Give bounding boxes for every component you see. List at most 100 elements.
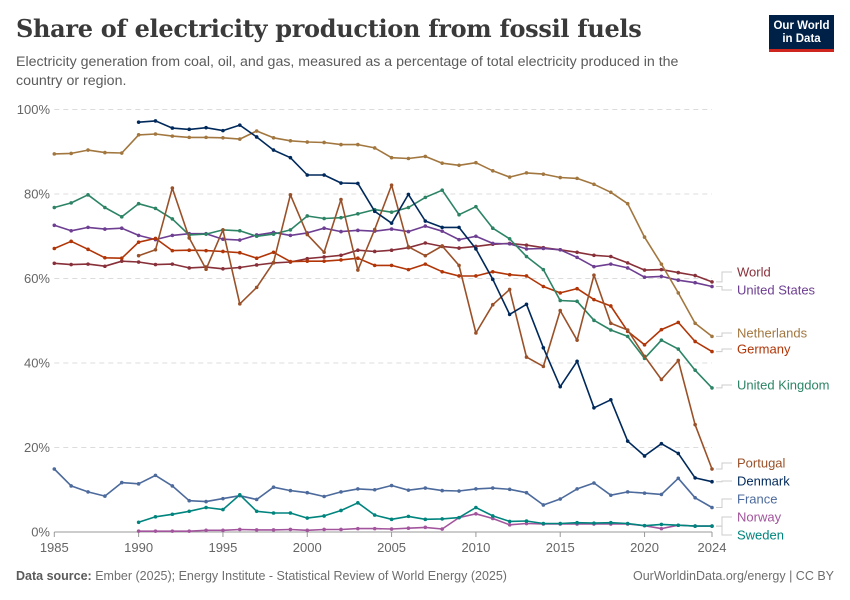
- data-point[interactable]: [86, 262, 90, 266]
- data-point[interactable]: [676, 291, 681, 295]
- data-point[interactable]: [474, 487, 478, 491]
- data-point[interactable]: [170, 126, 175, 130]
- data-point[interactable]: [457, 212, 461, 217]
- data-point[interactable]: [322, 173, 326, 177]
- data-point[interactable]: [339, 142, 343, 147]
- data-point[interactable]: [221, 496, 225, 501]
- series-label-netherlands[interactable]: Netherlands: [737, 326, 808, 341]
- data-point[interactable]: [710, 334, 714, 339]
- data-point[interactable]: [69, 239, 73, 244]
- data-point[interactable]: [52, 223, 57, 228]
- data-point[interactable]: [474, 160, 478, 165]
- data-point[interactable]: [221, 237, 225, 242]
- data-point[interactable]: [609, 190, 613, 195]
- series-sweden[interactable]: [136, 493, 714, 528]
- data-point[interactable]: [288, 511, 293, 515]
- data-point[interactable]: [490, 302, 495, 307]
- data-point[interactable]: [406, 156, 411, 161]
- data-point[interactable]: [693, 321, 697, 326]
- data-point[interactable]: [592, 481, 596, 485]
- data-point[interactable]: [693, 476, 697, 480]
- data-point[interactable]: [339, 508, 343, 513]
- data-point[interactable]: [254, 135, 259, 139]
- data-point[interactable]: [625, 490, 630, 494]
- data-point[interactable]: [372, 209, 377, 214]
- data-point[interactable]: [356, 181, 360, 186]
- data-point[interactable]: [322, 259, 326, 263]
- data-point[interactable]: [221, 128, 225, 133]
- data-point[interactable]: [642, 491, 647, 495]
- data-point[interactable]: [254, 263, 259, 267]
- data-point[interactable]: [322, 140, 326, 145]
- data-point[interactable]: [271, 136, 276, 140]
- series-label-united-kingdom[interactable]: United Kingdom: [737, 378, 830, 393]
- data-point[interactable]: [575, 359, 579, 364]
- data-point[interactable]: [288, 259, 293, 264]
- data-point[interactable]: [474, 247, 478, 251]
- series-label-france[interactable]: France: [737, 492, 777, 507]
- data-point[interactable]: [507, 287, 512, 292]
- data-point[interactable]: [170, 248, 175, 253]
- data-point[interactable]: [609, 262, 613, 266]
- data-point[interactable]: [558, 521, 563, 526]
- data-point[interactable]: [254, 256, 259, 261]
- data-point[interactable]: [52, 261, 57, 266]
- data-point[interactable]: [372, 227, 377, 232]
- data-point[interactable]: [524, 521, 529, 526]
- data-point[interactable]: [457, 274, 461, 278]
- data-point[interactable]: [136, 120, 141, 124]
- data-point[interactable]: [676, 476, 681, 481]
- series-united-states[interactable]: [52, 223, 714, 289]
- data-point[interactable]: [238, 493, 242, 497]
- series-label-sweden[interactable]: Sweden: [737, 528, 784, 543]
- data-point[interactable]: [609, 493, 613, 498]
- data-point[interactable]: [524, 171, 529, 175]
- data-point[interactable]: [423, 253, 428, 258]
- data-point[interactable]: [322, 255, 326, 259]
- data-point[interactable]: [440, 269, 444, 274]
- data-point[interactable]: [693, 280, 697, 285]
- data-point[interactable]: [119, 259, 124, 263]
- data-point[interactable]: [507, 236, 512, 241]
- data-point[interactable]: [153, 514, 158, 519]
- data-point[interactable]: [490, 269, 495, 274]
- data-point[interactable]: [389, 263, 394, 268]
- data-point[interactable]: [474, 331, 478, 335]
- data-point[interactable]: [187, 236, 192, 240]
- series-portugal[interactable]: [136, 183, 714, 471]
- series-france[interactable]: [52, 467, 714, 510]
- data-point[interactable]: [490, 241, 495, 246]
- series-label-denmark[interactable]: Denmark: [737, 474, 790, 489]
- data-point[interactable]: [524, 243, 529, 247]
- data-point[interactable]: [406, 526, 411, 530]
- data-point[interactable]: [52, 246, 57, 251]
- data-point[interactable]: [592, 521, 596, 525]
- data-point[interactable]: [153, 119, 158, 123]
- data-point[interactable]: [558, 291, 563, 295]
- data-point[interactable]: [676, 523, 681, 528]
- data-point[interactable]: [389, 155, 394, 160]
- data-point[interactable]: [288, 527, 293, 532]
- series-world[interactable]: [52, 241, 714, 284]
- data-point[interactable]: [710, 524, 714, 528]
- data-point[interactable]: [457, 163, 461, 168]
- data-point[interactable]: [339, 490, 343, 494]
- data-point[interactable]: [389, 227, 394, 231]
- data-point[interactable]: [676, 358, 681, 363]
- data-point[interactable]: [625, 266, 630, 270]
- data-point[interactable]: [406, 267, 411, 272]
- data-point[interactable]: [609, 321, 613, 326]
- data-point[interactable]: [592, 182, 596, 187]
- data-point[interactable]: [575, 520, 579, 525]
- series-line-united-states[interactable]: [54, 224, 713, 288]
- series-label-portugal[interactable]: Portugal: [737, 456, 786, 471]
- data-point[interactable]: [69, 228, 73, 233]
- data-point[interactable]: [609, 254, 613, 259]
- data-point[interactable]: [288, 228, 293, 232]
- data-point[interactable]: [558, 298, 563, 303]
- data-point[interactable]: [710, 386, 714, 390]
- data-point[interactable]: [625, 201, 630, 206]
- data-point[interactable]: [423, 241, 428, 245]
- data-point[interactable]: [457, 246, 461, 250]
- data-point[interactable]: [103, 255, 107, 260]
